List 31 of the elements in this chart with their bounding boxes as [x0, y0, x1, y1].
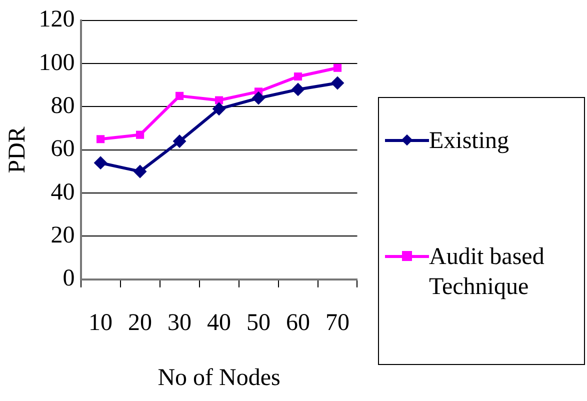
point [333, 64, 342, 72]
x-tick-label: 60 [286, 310, 310, 336]
x-tick-label: 20 [128, 310, 152, 336]
point [134, 164, 147, 178]
point [331, 76, 344, 90]
point [214, 96, 224, 104]
y-tick-label: 100 [38, 50, 75, 76]
point [252, 92, 266, 105]
y-tick-label: 60 [50, 136, 75, 162]
legend-label: Existing [429, 127, 510, 156]
point [212, 102, 226, 116]
point [292, 82, 305, 96]
point [94, 156, 108, 170]
x-tick-label: 70 [326, 310, 350, 336]
legend-label: Audit based Technique [429, 243, 546, 302]
y-tick-label: 80 [50, 93, 75, 120]
point [96, 135, 105, 144]
x-tick-label: 10 [88, 310, 113, 336]
x-axis-title: No of Nodes [158, 364, 280, 391]
y-tick-label: 40 [50, 179, 75, 206]
x-tick-label: 30 [168, 310, 192, 336]
point [294, 72, 302, 81]
y-tick-label: 120 [38, 6, 75, 33]
point [136, 130, 144, 139]
x-tick-label: 40 [207, 310, 232, 336]
y-tick-label: 20 [50, 222, 75, 249]
point [173, 134, 186, 148]
y-tick-label: 0 [62, 266, 75, 292]
x-tick-label: 50 [246, 310, 271, 336]
y-axis-title: PDR [4, 126, 31, 174]
point [175, 92, 184, 100]
